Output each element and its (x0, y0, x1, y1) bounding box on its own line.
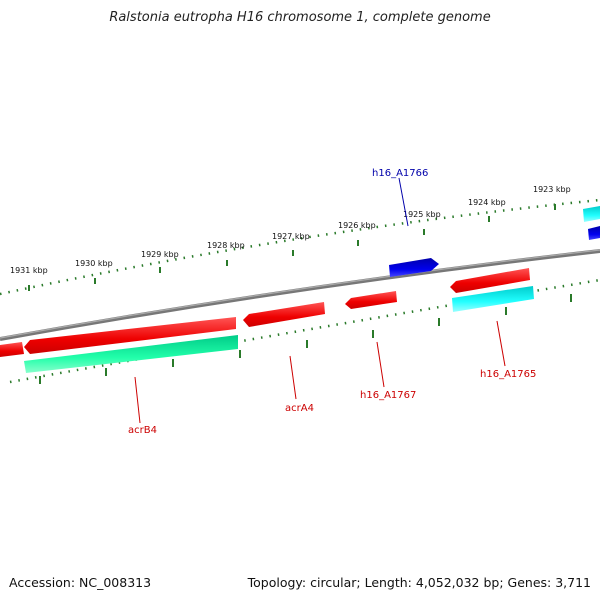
gene-cyan-h16_A1765[interactable] (452, 286, 534, 312)
ruler-label: 1927 kbp (272, 232, 310, 241)
gene-red-h16_A1767-fwd[interactable] (345, 291, 397, 309)
gene-blue-right-edge[interactable] (588, 226, 600, 240)
map-title: Ralstonia eutropha H16 chromosome 1, com… (109, 10, 491, 25)
gene-red-acrA4-fwd[interactable] (243, 302, 325, 327)
leader-line (376, 341, 385, 388)
gene-label-acrB4[interactable]: acrB4 (128, 425, 157, 436)
gene-red-h16_A1765-fwd[interactable] (450, 268, 530, 293)
gene-label-acrA4[interactable]: acrA4 (285, 403, 314, 414)
genome-summary-text: Topology: circular; Length: 4,052,032 bp… (247, 575, 591, 590)
ruler-label: 1926 kbp (338, 221, 376, 230)
ruler-label: 1929 kbp (141, 250, 179, 259)
gene-green-acrB4[interactable] (24, 335, 238, 373)
gene-label-h16_A1766[interactable]: h16_A1766 (372, 168, 428, 179)
leader-line (134, 376, 141, 424)
gene-cyan-right-edge[interactable] (583, 206, 600, 222)
genome-backbone (0, 249, 600, 341)
ruler-label: 1928 kbp (207, 241, 245, 250)
gene-red-acrB4-fwd[interactable] (24, 317, 236, 354)
leader-line (398, 177, 409, 227)
ruler-label: 1930 kbp (75, 259, 113, 268)
ruler-label: 1923 kbp (533, 185, 571, 194)
ruler-label: 1924 kbp (468, 198, 506, 207)
gene-red-left-edge[interactable] (0, 342, 24, 357)
gene-label-h16_A1765[interactable]: h16_A1765 (480, 369, 536, 380)
gene-blue-h16_A1766[interactable] (389, 258, 439, 277)
gene-label-h16_A1767[interactable]: h16_A1767 (360, 390, 416, 401)
inner-ruler (9, 278, 600, 384)
leader-line (496, 320, 506, 367)
leader-line (289, 355, 297, 400)
ruler-label: 1931 kbp (10, 266, 48, 275)
accession-text: Accession: NC_008313 (9, 575, 152, 590)
outer-ruler: 1931 kbp 1930 kbp 1929 kbp 1928 kbp 1927… (0, 185, 600, 296)
ruler-label: 1925 kbp (403, 210, 441, 219)
